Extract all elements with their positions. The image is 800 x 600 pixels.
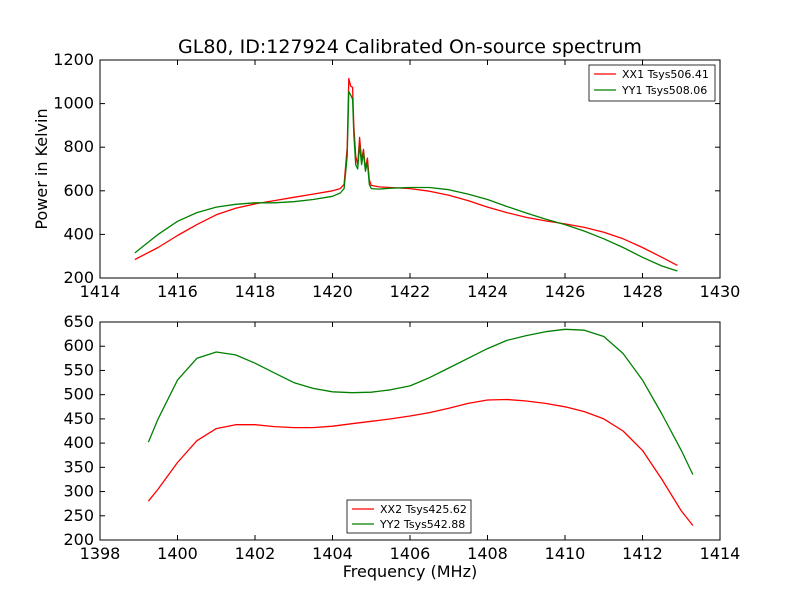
top-x-tick-label: 1424 xyxy=(467,282,508,301)
legend-label-xx1: XX1 Tsys506.41 xyxy=(622,68,709,81)
legend-label-xx2: XX2 Tsys425.62 xyxy=(380,503,467,516)
top-x-tick-label: 1420 xyxy=(312,282,353,301)
bottom-y-tick-label: 400 xyxy=(63,433,94,452)
top-y-tick-label: 800 xyxy=(63,137,94,156)
bottom-x-tick-label: 1406 xyxy=(390,544,431,563)
bottom-legend: XX2 Tsys425.62 YY2 Tsys542.88 xyxy=(346,499,472,534)
bottom-x-tick-label: 1398 xyxy=(80,544,121,563)
bottom-plot-panel: Frequency (MHz) 1398 1400 1402 1404 1406 1408… xyxy=(63,312,740,581)
top-y-axis-label: Power in Kelvin xyxy=(32,108,51,229)
bottom-x-tick-label: 1402 xyxy=(235,544,276,563)
bottom-y-tick-label: 300 xyxy=(63,482,94,501)
top-legend: XX1 Tsys506.41 YY1 Tsys508.06 xyxy=(588,64,716,102)
bottom-y-tick-label: 500 xyxy=(63,385,94,404)
bottom-y-tick-label: 550 xyxy=(63,360,94,379)
legend-label-yy1: YY1 Tsys508.06 xyxy=(621,84,707,97)
top-x-tick-label: 1414 xyxy=(80,282,121,301)
top-x-tick-label: 1430 xyxy=(700,282,741,301)
bottom-x-tick-label: 1408 xyxy=(467,544,508,563)
chart-title: GL80, ID:127924 Calibrated On-source spe… xyxy=(178,36,642,58)
top-y-tick-label: 400 xyxy=(63,224,94,243)
bottom-y-tick-label: 200 xyxy=(63,530,94,549)
bottom-y-tick-label: 650 xyxy=(63,312,94,331)
bottom-plot-frame xyxy=(99,321,721,541)
bottom-x-tick-label: 1404 xyxy=(312,544,353,563)
bottom-y-tick-label: 350 xyxy=(63,457,94,476)
bottom-y-tick-label: 250 xyxy=(63,506,94,525)
bottom-y-tick-label: 450 xyxy=(63,409,94,428)
bottom-x-tick-label: 1414 xyxy=(700,544,741,563)
bottom-y-tick-label: 600 xyxy=(63,336,94,355)
top-y-tick-label: 1200 xyxy=(53,50,94,69)
bottom-x-tick-label: 1400 xyxy=(157,544,198,563)
top-x-tick-label: 1422 xyxy=(390,282,431,301)
legend-label-yy2: YY2 Tsys542.88 xyxy=(379,518,465,531)
bottom-series-layer xyxy=(147,328,694,526)
top-x-tick-label: 1418 xyxy=(235,282,276,301)
bottom-x-tick-label: 1410 xyxy=(545,544,586,563)
top-y-tick-label: 200 xyxy=(63,268,94,287)
top-series-line-1 xyxy=(134,90,678,272)
top-tick-layer: 1414 1416 1418 1420 1422 1424 1426 1428 1430 200 4… xyxy=(53,50,740,301)
bottom-series-line-1 xyxy=(147,328,694,475)
top-plot-panel: GL80, ID:127924 Calibrated On-source spe… xyxy=(32,36,740,301)
top-series-layer xyxy=(134,77,678,272)
top-x-tick-label: 1426 xyxy=(545,282,586,301)
top-y-tick-label: 1000 xyxy=(53,94,94,113)
top-x-tick-label: 1428 xyxy=(622,282,663,301)
bottom-series-line-0 xyxy=(147,398,694,526)
bottom-x-tick-label: 1412 xyxy=(622,544,663,563)
top-legend-box xyxy=(588,64,716,102)
top-x-tick-label: 1416 xyxy=(157,282,198,301)
top-y-tick-label: 600 xyxy=(63,181,94,200)
bottom-legend-box xyxy=(346,499,472,534)
bottom-tick-layer: 1398 1400 1402 1404 1406 1408 1410 1412 1414 200 2… xyxy=(63,312,740,563)
x-axis-label: Frequency (MHz) xyxy=(343,562,477,581)
top-plot-frame xyxy=(99,59,721,279)
